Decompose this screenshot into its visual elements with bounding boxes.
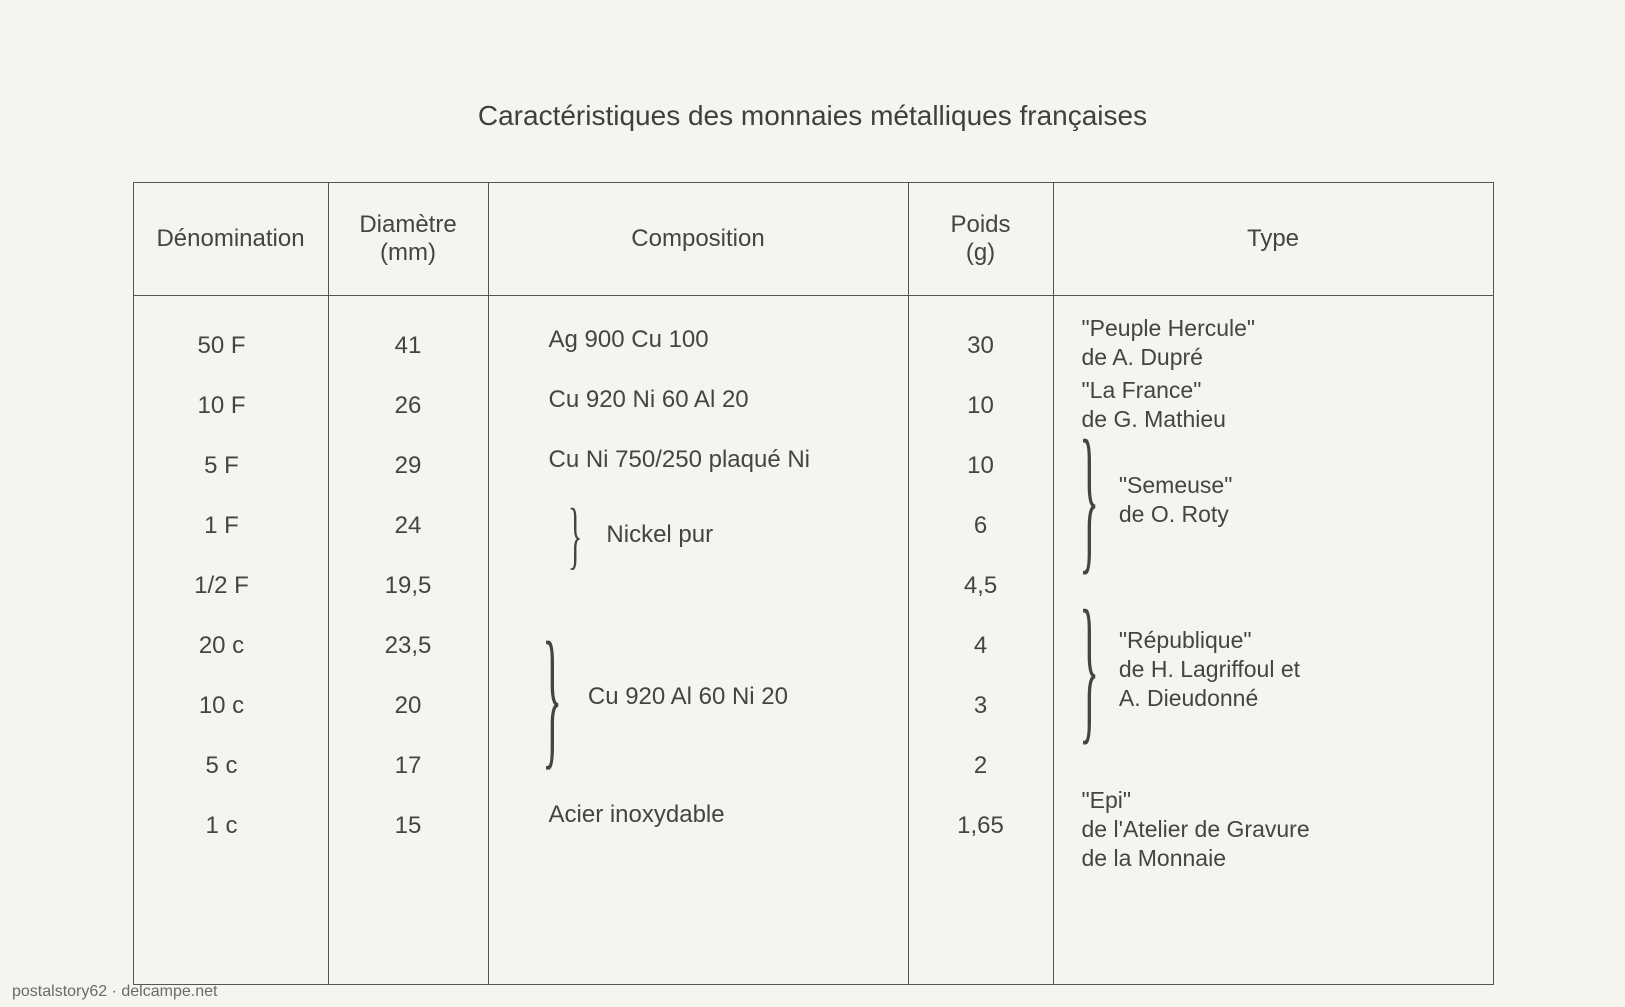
brace-icon: } xyxy=(567,516,589,554)
composition-value: Nickel pur xyxy=(598,521,713,549)
header-diameter-label: Diamètre xyxy=(359,211,456,238)
weight-value: 6 xyxy=(974,512,987,540)
weight-value: 3 xyxy=(974,692,987,720)
diameter-value: 20 xyxy=(395,692,422,720)
type-line: de A. Dupré xyxy=(1082,343,1256,372)
type-line: "Peuple Hercule" xyxy=(1082,314,1256,343)
weight-value: 10 xyxy=(967,392,994,420)
table-wrap: Dénomination Diamètre (mm) Composition P… xyxy=(133,182,1493,985)
weight-value: 4 xyxy=(974,632,987,660)
denom-value: 20 c xyxy=(199,632,244,660)
diameter-value: 24 xyxy=(395,512,422,540)
weight-value: 1,65 xyxy=(957,812,1004,840)
header-weight-unit: (g) xyxy=(966,239,995,266)
type-line: "République" xyxy=(1119,626,1300,655)
page-title: Caractéristiques des monnaies métallique… xyxy=(0,100,1625,132)
type-column: "Peuple Hercule" de A. Dupré "La France"… xyxy=(1053,296,1493,985)
table-head: Dénomination Diamètre (mm) Composition P… xyxy=(133,183,1493,296)
type-line: "Epi" xyxy=(1082,786,1310,815)
diameter-value: 41 xyxy=(395,332,422,360)
composition-value: Cu 920 Ni 60 Al 20 xyxy=(549,386,749,414)
weight-value: 4,5 xyxy=(964,572,997,600)
type-line: de la Monnaie xyxy=(1082,844,1310,873)
header-weight: Poids (g) xyxy=(908,183,1053,296)
composition-value: Ag 900 Cu 100 xyxy=(549,326,709,354)
header-composition: Composition xyxy=(488,183,908,296)
weight-column: 30 10 10 6 4,5 4 3 2 1,65 xyxy=(908,296,1053,985)
diameter-value: 23,5 xyxy=(385,632,432,660)
diameter-value: 19,5 xyxy=(385,572,432,600)
denom-value: 5 c xyxy=(205,752,237,780)
diameter-column: 41 26 29 24 19,5 23,5 20 17 15 xyxy=(328,296,488,985)
denom-value: 5 F xyxy=(204,452,239,480)
composition-value: Cu Ni 750/250 plaqué Ni xyxy=(549,446,811,474)
type-line: de O. Roty xyxy=(1119,500,1233,529)
header-denomination: Dénomination xyxy=(133,183,328,296)
brace-icon: } xyxy=(1079,632,1106,706)
header-weight-label: Poids xyxy=(950,211,1010,238)
composition-value: Cu 920 Al 60 Ni 20 xyxy=(582,683,788,711)
coin-table: Dénomination Diamètre (mm) Composition P… xyxy=(133,182,1494,985)
denom-value: 10 c xyxy=(199,692,244,720)
composition-column: Ag 900 Cu 100 Cu 920 Ni 60 Al 20 Cu Ni 7… xyxy=(488,296,908,985)
type-line: "La France" xyxy=(1082,376,1226,405)
type-line: de l'Atelier de Gravure xyxy=(1082,815,1310,844)
type-line: A. Dieudonné xyxy=(1119,684,1300,713)
brace-icon: } xyxy=(1079,463,1106,537)
weight-value: 30 xyxy=(967,332,994,360)
weight-value: 2 xyxy=(974,752,987,780)
weight-value: 10 xyxy=(967,452,994,480)
diameter-value: 15 xyxy=(395,812,422,840)
type-line: de H. Lagriffoul et xyxy=(1119,655,1300,684)
denom-value: 1/2 F xyxy=(194,572,249,600)
type-line: de G. Mathieu xyxy=(1082,405,1226,434)
denom-value: 1 F xyxy=(204,512,239,540)
header-diameter: Diamètre (mm) xyxy=(328,183,488,296)
diameter-value: 29 xyxy=(395,452,422,480)
diameter-value: 26 xyxy=(395,392,422,420)
denom-value: 1 c xyxy=(205,812,237,840)
footer-watermark: postalstory62 · delcampe.net xyxy=(12,983,217,1001)
page-root: Caractéristiques des monnaies métallique… xyxy=(0,0,1625,1007)
brace-icon: } xyxy=(542,658,569,736)
type-line: "Semeuse" xyxy=(1119,471,1233,500)
denom-value: 10 F xyxy=(197,392,245,420)
denomination-column: 50 F 10 F 5 F 1 F 1/2 F 20 c 10 c 5 c 1 … xyxy=(133,296,328,985)
composition-value: Acier inoxydable xyxy=(549,801,725,829)
diameter-value: 17 xyxy=(395,752,422,780)
header-diameter-unit: (mm) xyxy=(380,239,436,266)
header-type: Type xyxy=(1053,183,1493,296)
denom-value: 50 F xyxy=(197,332,245,360)
